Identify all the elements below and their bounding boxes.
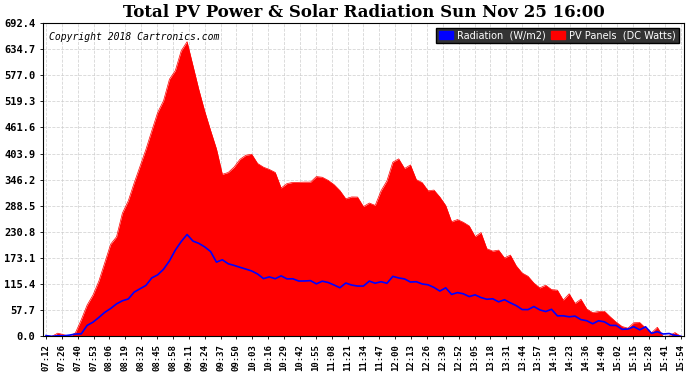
Legend: Radiation  (W/m2), PV Panels  (DC Watts): Radiation (W/m2), PV Panels (DC Watts) bbox=[436, 28, 679, 44]
Text: Copyright 2018 Cartronics.com: Copyright 2018 Cartronics.com bbox=[50, 32, 220, 42]
Title: Total PV Power & Solar Radiation Sun Nov 25 16:00: Total PV Power & Solar Radiation Sun Nov… bbox=[123, 4, 604, 21]
